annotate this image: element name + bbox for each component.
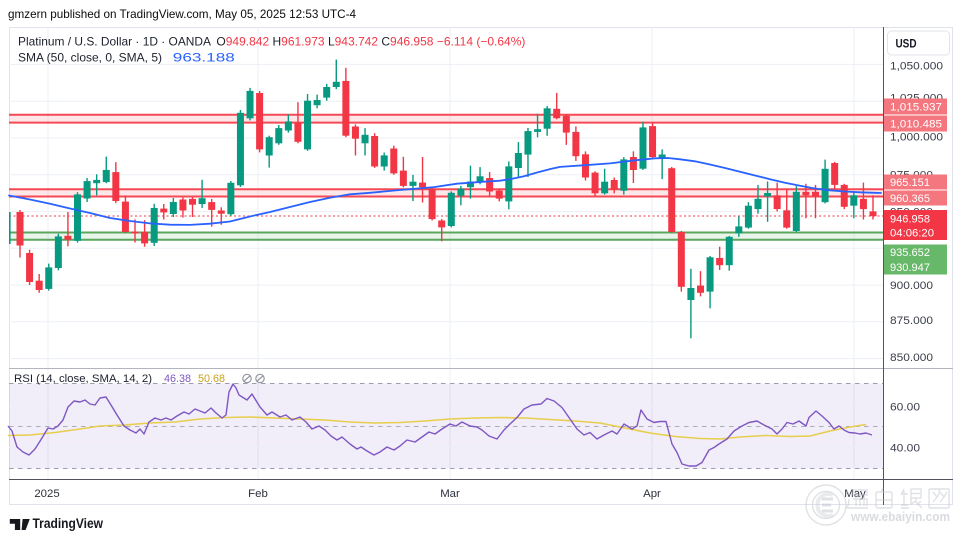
svg-text:O949.842 H961.973 L943.742 C94: O949.842 H961.973 L943.742 C946.958 −6.1… <box>216 35 525 49</box>
svg-text:Platinum / U.S. Dollar · 1D ·: Platinum / U.S. Dollar · 1D · OANDA <box>18 35 211 49</box>
svg-text:935.652: 935.652 <box>890 247 930 259</box>
svg-text:965.151: 965.151 <box>890 177 930 189</box>
svg-text:04:06:20: 04:06:20 <box>890 228 934 240</box>
svg-text:TradingView: TradingView <box>33 516 104 531</box>
svg-text:40.00: 40.00 <box>890 442 920 454</box>
svg-text:900.000: 900.000 <box>890 280 933 292</box>
svg-text:SMA (50, close, 0, SMA, 5): SMA (50, close, 0, SMA, 5) <box>18 51 162 65</box>
svg-text:875.000: 875.000 <box>890 315 933 327</box>
svg-text:46.38: 46.38 <box>164 373 191 385</box>
svg-text:963.188: 963.188 <box>173 51 236 65</box>
svg-text:USD: USD <box>896 38 917 51</box>
svg-text:1,050.000: 1,050.000 <box>890 60 943 72</box>
svg-text:1,010.485: 1,010.485 <box>890 119 942 131</box>
svg-text:946.958: 946.958 <box>890 214 930 226</box>
svg-text:gmzern published on TradingVie: gmzern published on TradingView.com, May… <box>8 7 356 21</box>
svg-text:Apr: Apr <box>643 488 661 500</box>
svg-text:RSI (14, close, SMA, 14, 2): RSI (14, close, SMA, 14, 2) <box>14 373 152 385</box>
svg-text:www.ebaiyin.com: www.ebaiyin.com <box>850 510 950 524</box>
svg-text:Mar: Mar <box>440 488 460 500</box>
svg-text:1,000.000: 1,000.000 <box>890 131 943 143</box>
svg-text:930.947: 930.947 <box>890 262 930 274</box>
svg-text:2025: 2025 <box>34 488 59 500</box>
svg-text:50.68: 50.68 <box>198 373 225 385</box>
svg-text:Feb: Feb <box>248 488 268 500</box>
svg-text:850.000: 850.000 <box>890 352 933 364</box>
svg-text:60.00: 60.00 <box>890 402 920 414</box>
svg-text:960.365: 960.365 <box>890 193 930 205</box>
svg-text:1,015.937: 1,015.937 <box>890 102 942 114</box>
